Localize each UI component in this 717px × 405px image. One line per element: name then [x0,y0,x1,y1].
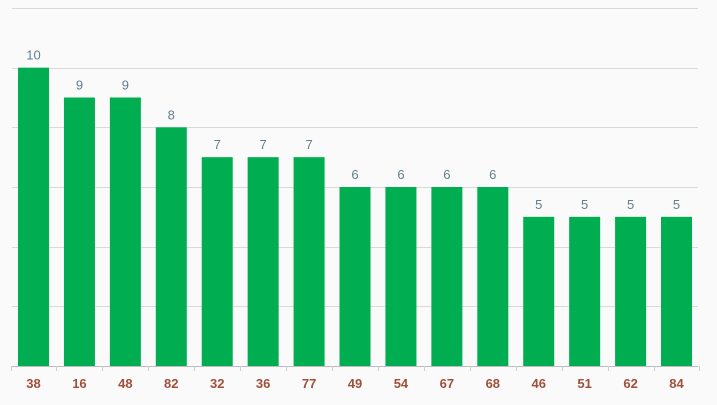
bar-16 [63,97,95,366]
category-label-84: 84 [669,376,684,391]
bar-62 [615,216,647,366]
data-label-51: 5 [581,197,588,212]
data-label-54: 6 [397,167,404,182]
data-label-38: 10 [26,48,40,63]
bar-48 [109,97,141,366]
category-label-67: 67 [440,376,454,391]
data-label-36: 7 [260,137,267,152]
bar-46 [523,216,555,366]
category-label-62: 62 [623,376,637,391]
category-label-51: 51 [577,376,591,391]
data-label-82: 8 [168,107,175,122]
bar-82 [155,127,187,366]
bars [18,67,693,367]
bar-77 [293,157,325,366]
bar-54 [385,187,417,366]
category-label-46: 46 [531,376,545,391]
category-label-77: 77 [302,376,316,391]
data-label-68: 6 [489,167,496,182]
data-label-49: 6 [351,167,358,182]
category-label-36: 36 [256,376,270,391]
data-label-84: 5 [673,197,680,212]
bar-67 [431,187,463,366]
category-label-68: 68 [486,376,500,391]
bar-32 [201,157,233,366]
bar-49 [339,187,371,366]
data-label-32: 7 [214,137,221,152]
category-label-54: 54 [394,376,409,391]
category-label-48: 48 [118,376,132,391]
data-label-16: 9 [76,78,83,93]
bar-68 [477,187,509,366]
data-labels: 10 9 9 8 7 7 7 6 6 6 6 5 5 5 5 [26,48,680,212]
category-label-49: 49 [348,376,362,391]
category-labels: 38 16 48 82 32 36 77 49 54 67 68 46 51 62 84 [26,376,684,391]
category-label-32: 32 [210,376,224,391]
category-label-82: 82 [164,376,178,391]
bar-84 [661,216,693,366]
data-label-48: 9 [122,78,129,93]
data-label-77: 7 [305,137,312,152]
data-label-46: 5 [535,197,542,212]
category-label-38: 38 [26,376,40,391]
bar-51 [569,216,601,366]
data-label-67: 6 [443,167,450,182]
bar-38 [18,67,49,367]
data-label-62: 5 [627,197,634,212]
bar-36 [247,157,279,366]
category-label-16: 16 [72,376,86,391]
